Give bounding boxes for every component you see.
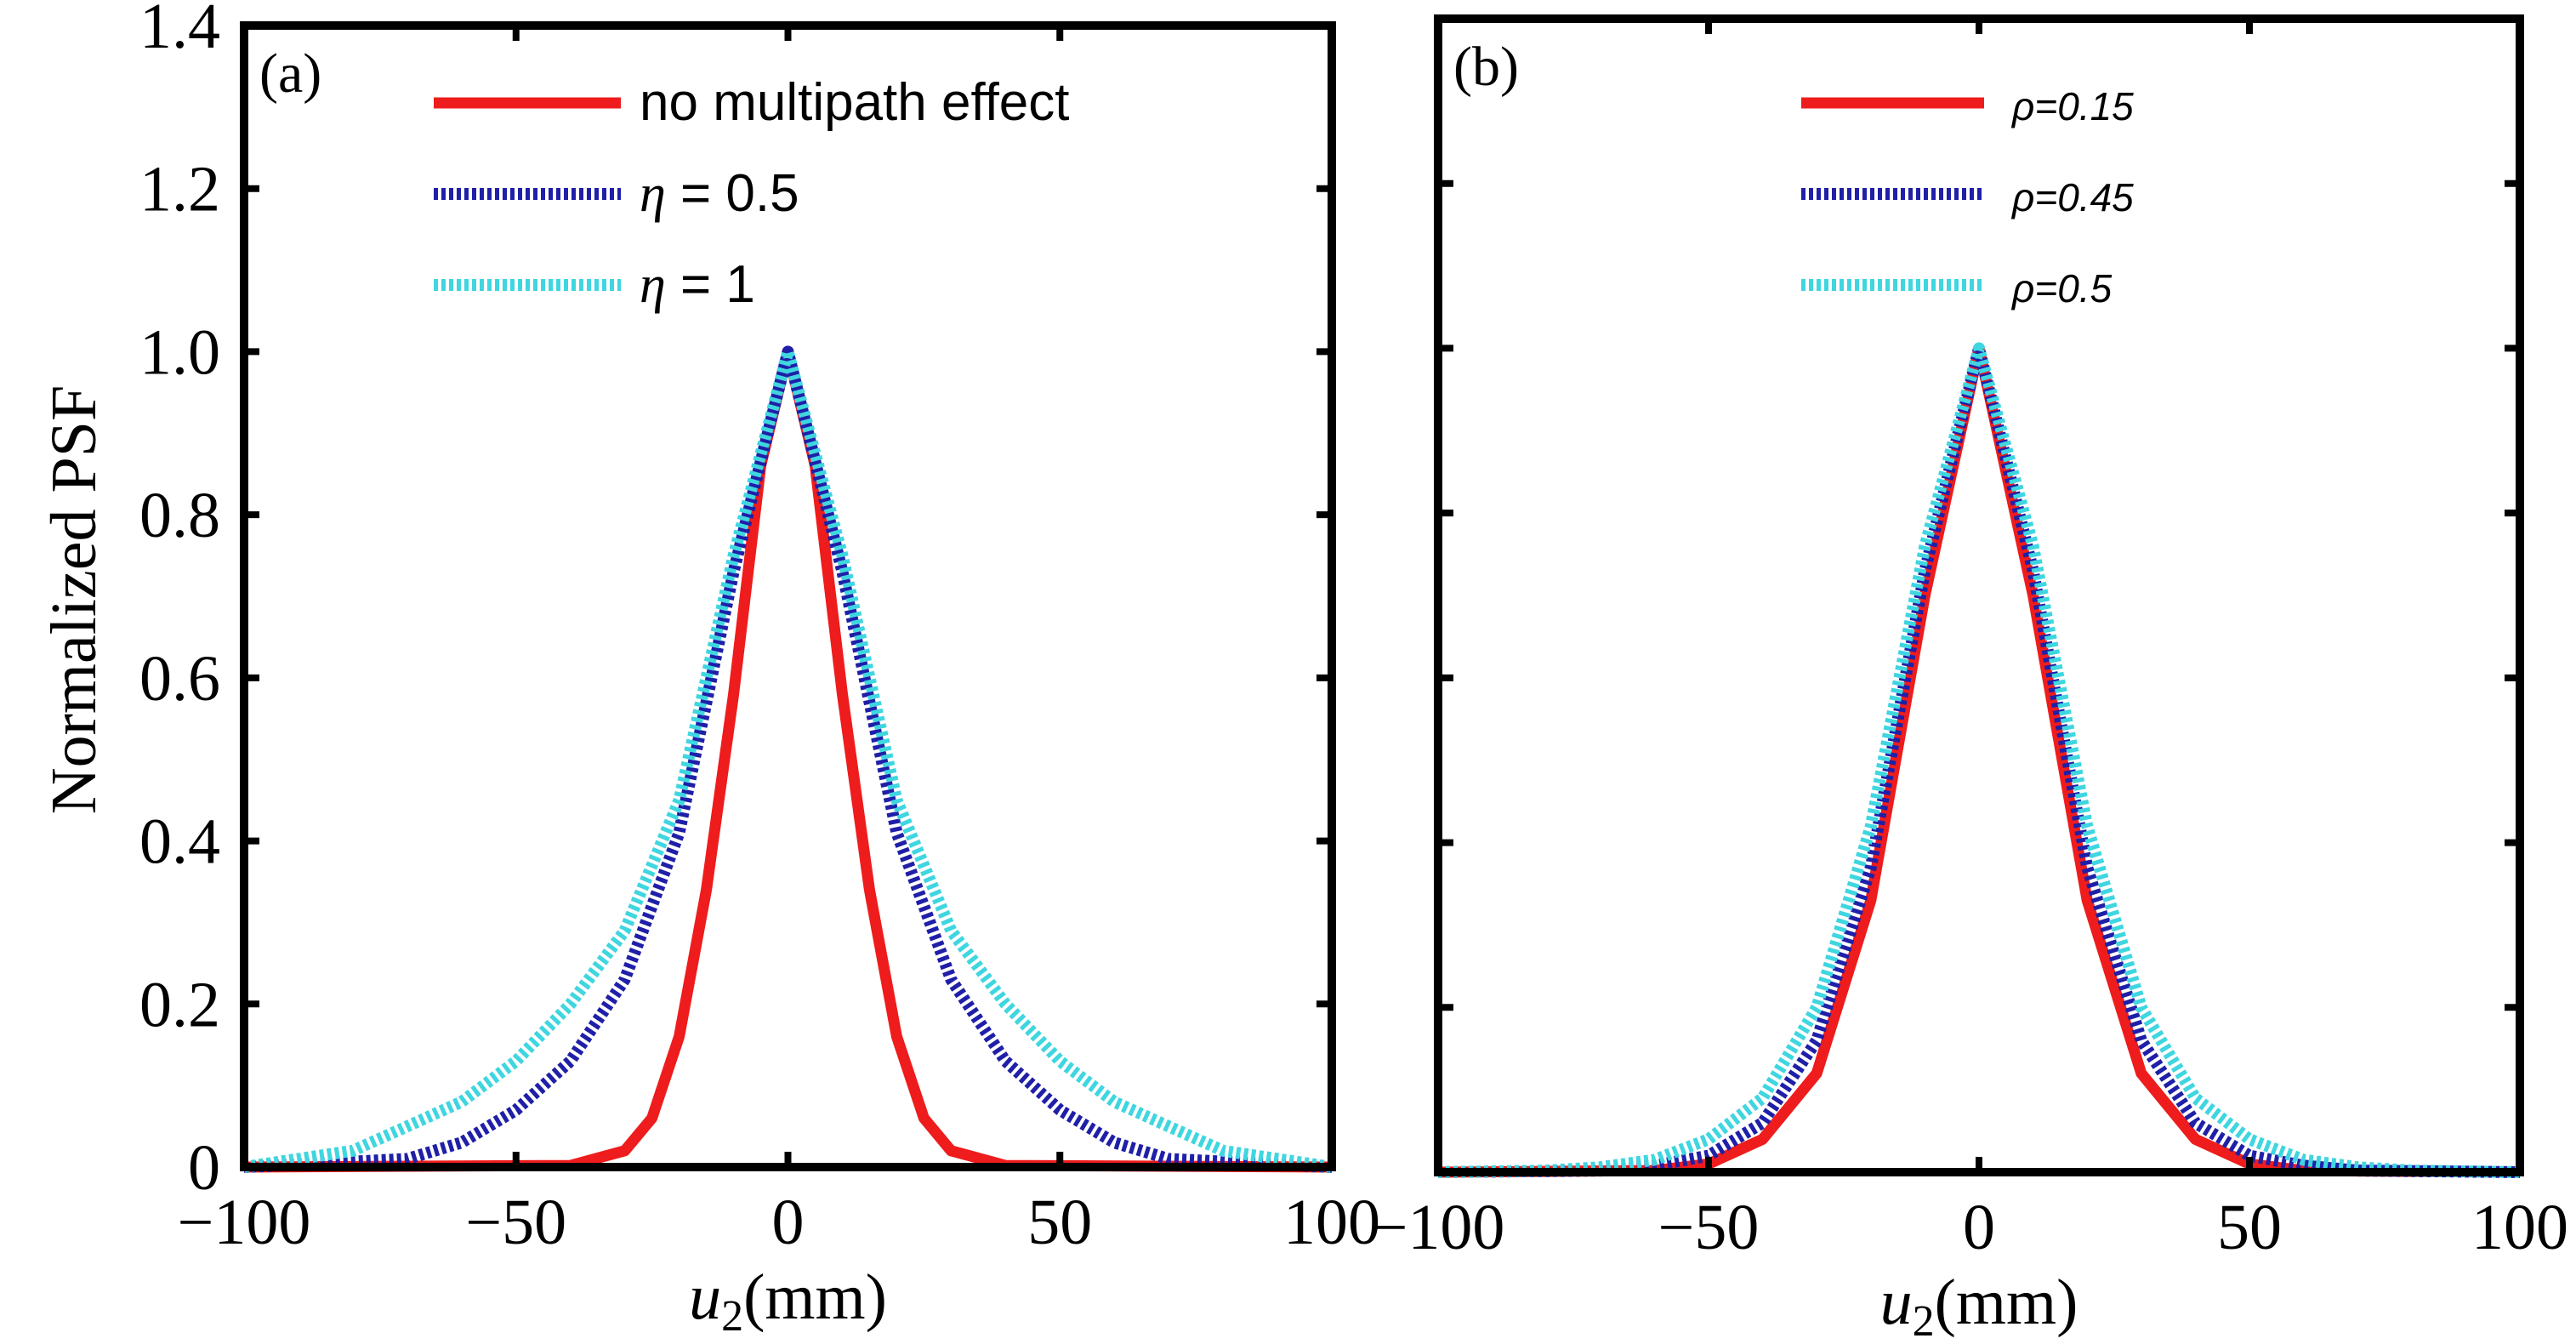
x-axis-unit: (mm) <box>1935 1267 2078 1338</box>
legend-symbol: η <box>640 165 666 223</box>
x-tick-label: −50 <box>1658 1192 1760 1263</box>
x-axis-label: u2(mm) <box>689 1261 887 1341</box>
panel-a: −100 −50 0 50 100 0 0.2 0.4 0.6 0.8 1.0 1.2 1.4 u2(mm… <box>139 0 1380 1341</box>
x-tick-label: −100 <box>1372 1192 1505 1263</box>
y-tick-label: 1.0 <box>139 316 220 388</box>
legend-symbol: η <box>640 256 666 314</box>
series-line-3 <box>1437 342 2521 1178</box>
x-axis-var: u <box>1880 1267 1913 1338</box>
series-line-2 <box>1437 342 2521 1178</box>
x-tick-label: 50 <box>1027 1187 1092 1258</box>
x-axis-label: u2(mm) <box>1880 1267 2078 1344</box>
y-tick-label: 0.8 <box>139 480 220 551</box>
x-axis-unit: (mm) <box>743 1261 887 1333</box>
legend-label-1: ρ=0.15 <box>2010 84 2134 128</box>
x-axis-var: u <box>689 1261 721 1333</box>
x-axis-subscript: 2 <box>721 1292 743 1341</box>
series-line-2 <box>243 345 1333 1173</box>
y-tick-label: 0.4 <box>139 806 220 878</box>
legend-label-2: η = 0.5 <box>640 164 799 223</box>
series-line-3 <box>242 345 1333 1173</box>
x-tick-label: −50 <box>465 1187 566 1258</box>
legend-label-3: η = 1 <box>640 255 755 314</box>
x-tick-label: −100 <box>178 1187 311 1258</box>
panel-label: (a) <box>259 43 321 105</box>
y-axis-label: Normalized PSF <box>38 385 110 815</box>
legend-text: = 1 <box>666 255 755 314</box>
legend-text: = 0.5 <box>666 164 799 223</box>
series-line-1 <box>243 345 1333 1173</box>
y-tick-label: 1.2 <box>139 154 220 225</box>
panel-b: −100 −50 0 50 100 u2(mm) (b) ρ=0.15 ρ=0.45 ρ=0.5 <box>1372 14 2568 1344</box>
panel-label: (b) <box>1453 36 1519 98</box>
legend-label-3: ρ=0.5 <box>2010 266 2113 310</box>
y-tick-label: 0.2 <box>139 969 220 1040</box>
y-tick-label: 0 <box>188 1132 220 1204</box>
legend-label-1: no multipath effect <box>640 73 1070 132</box>
series-line-1 <box>1437 342 2521 1178</box>
x-axis-subscript: 2 <box>1913 1297 1935 1344</box>
legend-label-2: ρ=0.45 <box>2010 175 2134 219</box>
x-tick-label: 50 <box>2217 1192 2282 1263</box>
x-tick-label: 100 <box>1283 1187 1380 1258</box>
x-tick-label: 0 <box>772 1187 805 1258</box>
x-tick-label: 100 <box>2471 1192 2568 1263</box>
x-tick-label: 0 <box>1963 1192 1995 1263</box>
y-tick-label: 1.4 <box>139 0 220 62</box>
y-tick-label: 0.6 <box>139 643 220 715</box>
